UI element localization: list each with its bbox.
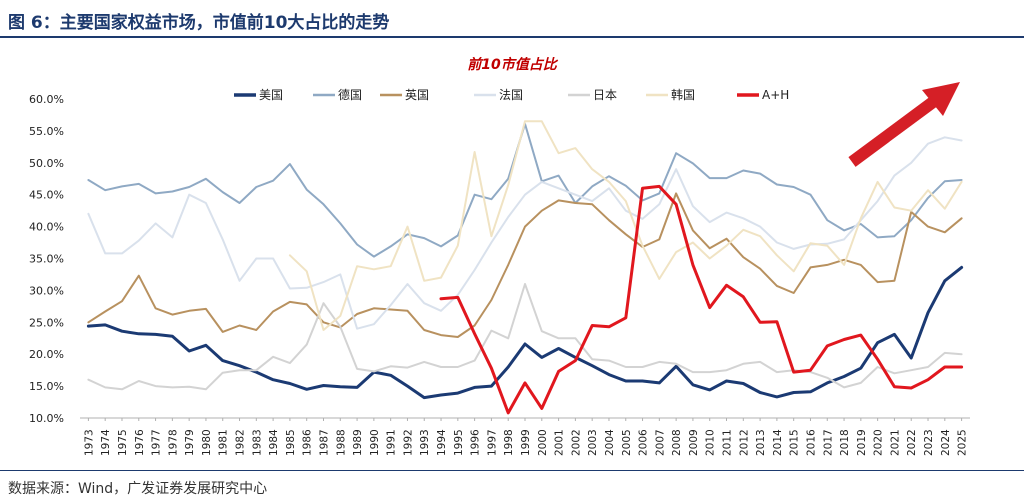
- x-tick-label: 2005: [621, 429, 633, 456]
- x-tick-label: 2024: [940, 429, 952, 456]
- x-tick-label: 1994: [436, 429, 448, 456]
- series-line-日本: [87, 283, 963, 391]
- series-line-法国: [87, 136, 963, 330]
- legend-label: 英国: [405, 88, 429, 102]
- x-tick-label: 2020: [873, 429, 885, 456]
- x-tick-label: 2018: [839, 429, 851, 456]
- x-tick-label: 1983: [251, 429, 263, 456]
- x-tick-label: 1997: [486, 429, 498, 456]
- x-tick-label: 1992: [402, 429, 414, 456]
- trend-arrow-icon: [848, 82, 960, 167]
- x-tick-label: 1980: [201, 429, 213, 456]
- x-tick-label: 2007: [654, 429, 666, 456]
- figure-title: 图 6：主要国家权益市场，市值前10大占比的走势: [8, 13, 390, 33]
- x-tick-label: 2021: [889, 429, 901, 456]
- x-tick-label: 1975: [117, 429, 129, 456]
- data-source: 数据来源：Wind，广发证券发展研究中心: [8, 481, 268, 497]
- legend-label: 韩国: [671, 87, 695, 102]
- series-line-英国: [87, 192, 963, 338]
- x-tick-label: 1995: [453, 429, 465, 456]
- x-tick-label: 1978: [167, 429, 179, 456]
- y-tick-label: 55.0%: [29, 125, 64, 138]
- y-tick-label: 45.0%: [29, 189, 64, 202]
- x-tick-label: 1973: [83, 429, 95, 456]
- x-tick-label: 1982: [235, 429, 247, 456]
- y-tick-label: 50.0%: [29, 157, 64, 170]
- x-tick-label: 2003: [587, 429, 599, 456]
- x-tick-label: 2017: [822, 429, 834, 456]
- x-tick-label: 1989: [352, 429, 364, 456]
- x-tick-label: 1988: [335, 429, 347, 456]
- legend-item-法国: 法国: [474, 88, 523, 102]
- x-tick-label: 2019: [856, 429, 868, 456]
- legend-label: 法国: [499, 88, 523, 102]
- x-tick-label: 2001: [554, 429, 566, 456]
- x-tick-label: 2014: [772, 429, 784, 456]
- x-tick-label: 2008: [671, 429, 683, 456]
- x-tick-label: 2015: [789, 429, 801, 456]
- y-tick-label: 15.0%: [29, 380, 64, 393]
- chart-title: 前10市值占比: [467, 56, 558, 73]
- x-tick-label: 2004: [604, 429, 616, 456]
- legend-item-韩国: 韩国: [646, 87, 695, 102]
- line-chart: 前10市值占比 美国 德国 英国 法国 日本 韩国 A+H 10.0% 15.0% 20.0% 2…: [29, 56, 970, 456]
- legend-item-英国: 英国: [380, 88, 429, 102]
- x-tick-label: 2016: [805, 429, 817, 456]
- x-tick-label: 2000: [537, 429, 549, 456]
- legend-label: A+H: [762, 88, 789, 102]
- y-tick-label: 10.0%: [29, 412, 64, 425]
- legend-item-日本: 日本: [568, 88, 617, 102]
- y-tick-label: 30.0%: [29, 284, 64, 297]
- title-divider: [0, 36, 1024, 38]
- x-tick-label: 2025: [957, 429, 969, 456]
- x-tick-label: 1979: [184, 429, 196, 456]
- legend-label: 美国: [259, 88, 283, 102]
- series-line-A+H: [439, 184, 964, 415]
- footer-divider: [0, 470, 1024, 471]
- x-tick-label: 1974: [100, 429, 112, 456]
- x-tick-label: 1987: [318, 429, 330, 456]
- series-layer: [86, 120, 964, 415]
- x-tick-label: 2006: [638, 429, 650, 456]
- x-tick-label: 1998: [503, 429, 515, 456]
- x-tick-label: 1986: [302, 429, 314, 456]
- x-tick-label: 2012: [738, 429, 750, 456]
- x-tick-label: 2011: [722, 429, 734, 456]
- chart-legend: 美国 德国 英国 法国 日本 韩国 A+H: [234, 87, 789, 102]
- legend-label: 日本: [593, 88, 617, 102]
- y-tick-label: 25.0%: [29, 316, 64, 329]
- x-tick-label: 1984: [268, 429, 280, 456]
- x-tick-label: 1981: [218, 429, 230, 456]
- legend-label: 德国: [338, 87, 362, 102]
- y-tick-label: 60.0%: [29, 93, 64, 106]
- x-axis: 1973 1974 1975 1976 1977 1978 1979 1980 1981 1982…: [80, 417, 970, 456]
- x-tick-label: 2022: [906, 429, 918, 456]
- legend-item-德国: 德国: [313, 87, 362, 102]
- x-tick-label: 2002: [570, 429, 582, 456]
- x-tick-label: 1999: [520, 429, 532, 456]
- y-tick-label: 35.0%: [29, 253, 64, 266]
- y-tick-label: 40.0%: [29, 221, 64, 234]
- series-line-美国: [86, 265, 964, 400]
- x-tick-label: 1993: [419, 429, 431, 456]
- x-tick-label: 2009: [688, 429, 700, 456]
- x-tick-label: 2013: [755, 429, 767, 456]
- series-line-韩国: [288, 120, 963, 331]
- x-tick-label: 1990: [369, 429, 381, 456]
- x-tick-label: 1977: [151, 429, 163, 456]
- x-tick-label: 1985: [285, 429, 297, 456]
- y-tick-label: 20.0%: [29, 348, 64, 361]
- x-tick-label: 2023: [923, 429, 935, 456]
- x-tick-label: 1976: [134, 429, 146, 456]
- series-line-德国: [87, 122, 963, 258]
- x-tick-label: 2010: [705, 429, 717, 456]
- x-tick-label: 1996: [470, 429, 482, 456]
- legend-item-A+H: A+H: [737, 88, 789, 102]
- legend-item-美国: 美国: [234, 88, 283, 102]
- y-axis: 10.0% 15.0% 20.0% 25.0% 30.0% 35.0% 40.0% 45.0%…: [29, 93, 64, 425]
- x-tick-label: 1991: [386, 429, 398, 456]
